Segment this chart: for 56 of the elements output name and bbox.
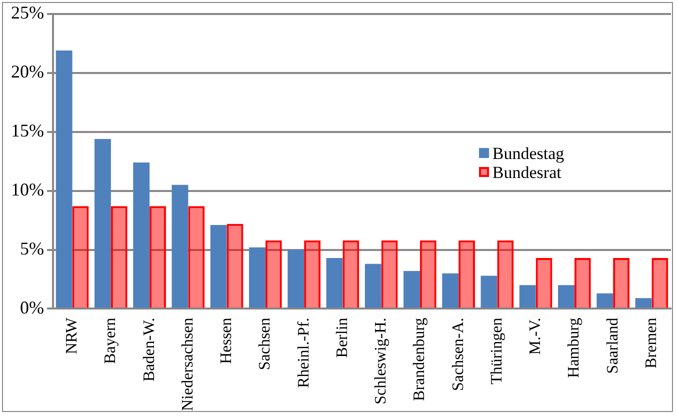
bar <box>404 270 420 308</box>
bar <box>210 225 227 308</box>
bar <box>188 206 205 308</box>
x-tick-label: Bremen <box>642 318 660 368</box>
bar <box>110 206 128 308</box>
bar <box>304 240 320 308</box>
x-tick-label: Thüringen <box>488 318 506 384</box>
x-tick-label: Schleswig-H. <box>372 318 390 404</box>
bar <box>613 258 630 308</box>
bar <box>364 264 382 308</box>
bar <box>519 285 536 308</box>
bar <box>172 184 188 308</box>
bar <box>536 258 552 308</box>
x-tick-label: Sachsen <box>256 318 274 370</box>
bar <box>326 258 343 308</box>
x-tick-label: Berlin <box>334 318 351 358</box>
bar <box>288 250 304 308</box>
bar <box>150 206 166 308</box>
x-tick-label: Saarland <box>604 318 622 374</box>
bar <box>558 285 574 308</box>
x-tick-label: Sachsen-A. <box>450 318 467 392</box>
y-tick-label: 25% <box>10 2 44 23</box>
y-tick-label: 5% <box>20 238 44 259</box>
bar <box>652 258 668 308</box>
x-tick-label: Brandenburg <box>411 318 428 401</box>
bar <box>56 50 72 308</box>
bar <box>635 298 652 308</box>
bar <box>265 240 282 308</box>
y-tick-label: 20% <box>10 62 44 82</box>
bar <box>133 162 150 308</box>
bar <box>480 276 498 308</box>
bar <box>342 240 360 308</box>
bar <box>226 224 244 308</box>
x-tick-label: Bayern <box>102 318 120 364</box>
bar <box>442 273 459 308</box>
bar <box>381 240 398 308</box>
x-tick-label: Rheinl.-Pf. <box>295 318 312 388</box>
bar <box>497 240 514 308</box>
x-tick-label: NRW <box>64 316 81 354</box>
legend-label: Bundestag <box>492 144 564 163</box>
x-tick-label: Hamburg <box>566 318 583 378</box>
bar <box>72 206 89 308</box>
bar <box>596 293 614 308</box>
y-tick-label: 15% <box>10 120 44 141</box>
x-tick-label: Baden-W. <box>140 318 158 382</box>
y-tick-label: 10% <box>10 180 44 200</box>
bar <box>458 240 475 308</box>
x-tick-label: Hessen <box>218 318 236 364</box>
x-tick-label: M.-V. <box>527 318 544 355</box>
bar <box>420 240 436 308</box>
x-tick-label: Niedersachsen <box>179 318 196 412</box>
legend-label: Bundesrat <box>492 162 562 182</box>
bar <box>249 247 266 308</box>
bar <box>94 138 111 308</box>
y-tick-label: 0% <box>20 297 44 318</box>
bar <box>574 258 591 308</box>
